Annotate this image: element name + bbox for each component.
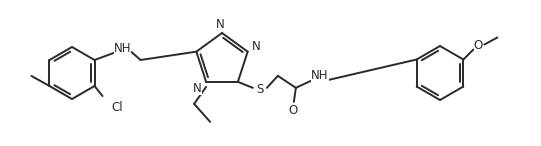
Text: N: N: [216, 18, 225, 31]
Text: O: O: [288, 104, 298, 117]
Text: NH: NH: [311, 69, 328, 82]
Text: O: O: [474, 39, 483, 52]
Text: S: S: [256, 83, 263, 96]
Text: N: N: [252, 40, 261, 53]
Text: NH: NH: [114, 41, 131, 54]
Text: Cl: Cl: [111, 101, 123, 114]
Text: N: N: [193, 82, 201, 95]
